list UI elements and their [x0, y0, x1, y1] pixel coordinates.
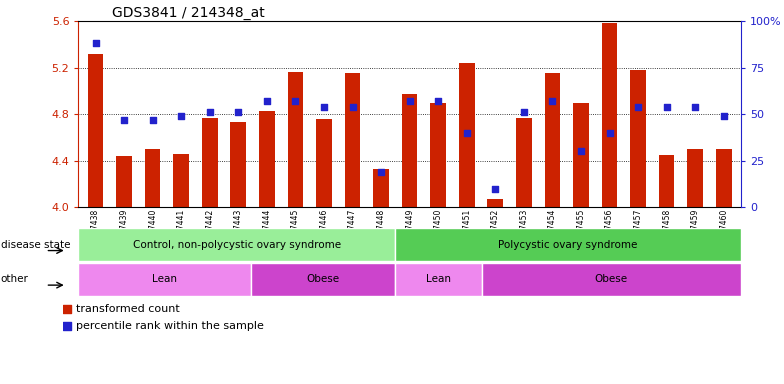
Point [575, 149, 587, 155]
Point [288, 258, 300, 264]
Text: percentile rank within the sample: percentile rank within the sample [76, 321, 264, 331]
Point [375, 169, 387, 175]
Bar [630, 70, 646, 207]
Point [89, 40, 102, 46]
Point [632, 104, 644, 110]
Bar [88, 54, 103, 207]
Point [175, 113, 187, 119]
Point [717, 113, 730, 119]
Text: Obese: Obese [307, 274, 339, 285]
Text: Control, non-polycystic ovary syndrome: Control, non-polycystic ovary syndrome [132, 240, 341, 250]
Bar [288, 72, 303, 207]
Bar [488, 199, 503, 207]
Bar [573, 103, 589, 207]
Text: Lean: Lean [152, 274, 177, 285]
Point [546, 98, 559, 104]
Bar [395, 228, 741, 261]
Bar [688, 149, 703, 207]
Point [318, 104, 330, 110]
Point [288, 104, 300, 111]
Bar [202, 118, 218, 207]
Point [603, 130, 615, 136]
Point [432, 98, 445, 104]
Bar [401, 94, 418, 207]
Text: Lean: Lean [426, 274, 451, 285]
Bar [659, 155, 674, 207]
Bar [173, 154, 189, 207]
Bar [316, 119, 332, 207]
Point [118, 117, 130, 123]
Bar [481, 263, 741, 296]
Text: GDS3841 / 214348_at: GDS3841 / 214348_at [111, 6, 264, 20]
Point [260, 98, 273, 104]
Bar [545, 73, 561, 207]
Point [204, 109, 216, 116]
Point [403, 98, 416, 104]
Bar [259, 111, 274, 207]
Bar [230, 122, 246, 207]
Text: disease state: disease state [1, 240, 71, 250]
Bar [345, 73, 361, 207]
Bar [716, 149, 731, 207]
Point [489, 186, 502, 192]
Bar [395, 263, 481, 296]
Bar [78, 228, 395, 261]
Bar [601, 23, 617, 207]
Point [347, 104, 359, 110]
Point [517, 109, 530, 116]
Text: Obese: Obese [595, 274, 628, 285]
Text: other: other [1, 274, 29, 285]
Point [232, 109, 245, 116]
Text: transformed count: transformed count [76, 304, 180, 314]
Bar [116, 156, 132, 207]
Bar [145, 149, 161, 207]
Bar [78, 263, 251, 296]
Point [147, 117, 159, 123]
Point [689, 104, 702, 110]
Point [460, 130, 473, 136]
Bar [459, 63, 474, 207]
Point [660, 104, 673, 110]
Text: Polycystic ovary syndrome: Polycystic ovary syndrome [499, 240, 637, 250]
Bar [251, 263, 395, 296]
Point [289, 98, 302, 104]
Bar [430, 103, 446, 207]
Bar [373, 169, 389, 207]
Bar [516, 118, 532, 207]
